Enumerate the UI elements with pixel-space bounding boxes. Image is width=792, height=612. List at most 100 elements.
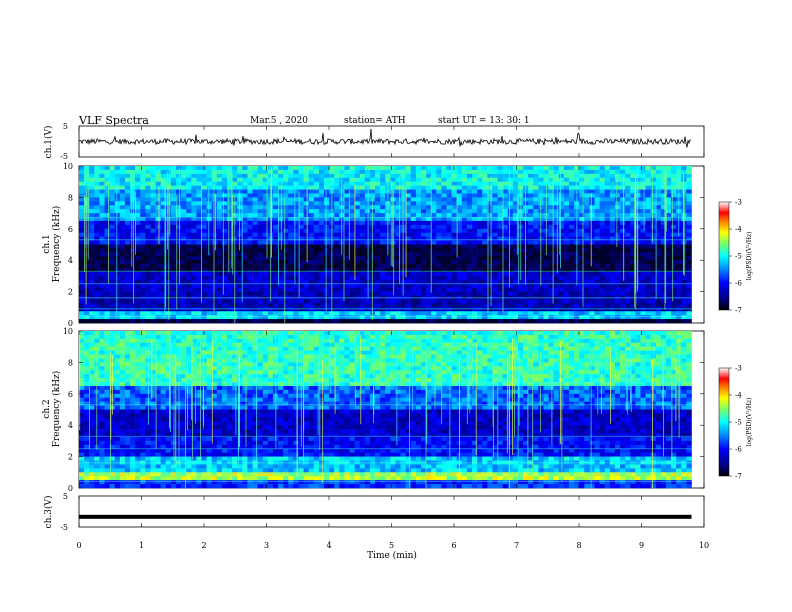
- spectrogram-cell: [283, 283, 289, 288]
- spectrogram-cell: [492, 193, 498, 198]
- spectrogram-cell: [645, 197, 651, 202]
- spectrogram-cell: [130, 177, 136, 182]
- spectrogram-cell: [650, 291, 657, 296]
- spectrogram-cell: [329, 169, 335, 175]
- spectrogram-cell: [318, 331, 325, 336]
- spectrogram-cell: [395, 232, 401, 237]
- spectrogram-cell: [395, 189, 401, 194]
- spectrogram-cell: [221, 252, 228, 257]
- spectrogram-cell: [186, 260, 192, 265]
- spectrogram-cell: [150, 193, 156, 198]
- spectrogram-cell: [665, 275, 672, 281]
- spectrogram-cell: [252, 299, 258, 304]
- spectrogram-cell: [563, 185, 570, 190]
- spectrogram-cell: [436, 244, 442, 249]
- spectrogram-cell: [221, 319, 228, 324]
- spectrogram-cell: [665, 248, 672, 253]
- spectrogram-cell: [94, 181, 100, 186]
- spectrogram-cell: [114, 228, 121, 234]
- spectrogram-cell: [359, 271, 366, 277]
- spectrogram-cell: [543, 181, 549, 186]
- spectrogram-cell: [686, 307, 692, 312]
- spectrogram-cell: [609, 287, 616, 292]
- spectrogram-cell: [528, 319, 534, 324]
- spectrogram-cell: [221, 303, 228, 308]
- spectrogram-cell: [237, 260, 243, 265]
- spectrogram-cell: [155, 256, 161, 261]
- spectrogram-cell: [385, 311, 391, 316]
- spectrogram-cell: [614, 213, 621, 218]
- spectrogram-cell: [79, 240, 85, 245]
- spectrogram-cell: [436, 299, 442, 304]
- spectrogram-cell: [671, 279, 677, 285]
- spectrogram-cell: [502, 275, 509, 281]
- spectrogram-cell: [451, 279, 457, 285]
- spectrogram-cell: [589, 303, 595, 308]
- spectrogram-cell: [456, 291, 463, 296]
- spectrogram-cell: [681, 315, 687, 320]
- spectrogram-cell: [303, 319, 309, 324]
- spectrogram-cell: [507, 256, 514, 261]
- spectrogram-cell: [594, 213, 600, 218]
- spectrogram-cell: [257, 169, 264, 175]
- spectrogram-cell: [655, 319, 662, 324]
- spectrogram-cell: [671, 181, 677, 186]
- spectrogram-cell: [640, 224, 646, 230]
- spectrogram-cell: [308, 299, 315, 304]
- spectrogram-cell: [507, 283, 514, 288]
- spectrogram-cell: [308, 209, 315, 214]
- spectrogram-cell: [79, 311, 85, 316]
- spectrogram-cell: [426, 173, 432, 179]
- spectrogram-cell: [89, 166, 95, 171]
- spectrogram-cell: [114, 181, 121, 186]
- spectrogram-cell: [436, 193, 442, 198]
- spectrogram-cell: [175, 311, 182, 316]
- spectrogram-cell: [257, 197, 264, 202]
- spectrogram-cell: [640, 268, 646, 273]
- spectrogram-cell: [318, 287, 325, 292]
- spectrogram-cell: [242, 177, 248, 182]
- spectrogram-cell: [512, 209, 519, 214]
- spectrogram-cell: [599, 252, 606, 257]
- spectrogram-cell: [563, 283, 570, 288]
- spectrogram-cell: [252, 256, 258, 261]
- spectrogram-cell: [569, 291, 575, 296]
- spectrogram-cell: [405, 244, 412, 249]
- spectrogram-cell: [114, 303, 121, 308]
- spectrogram-cell: [558, 197, 565, 202]
- spectrogram-cell: [482, 287, 488, 292]
- spectrogram-cell: [497, 232, 503, 237]
- spectrogram-cell: [558, 217, 565, 222]
- spectrogram-cell: [390, 166, 396, 171]
- spectrogram-cell: [237, 256, 243, 261]
- spectrogram-cell: [247, 291, 253, 296]
- spectrogram-cell: [160, 299, 167, 304]
- spectrogram-cell: [630, 291, 636, 296]
- spectrogram-cell: [272, 319, 279, 324]
- spectrogram-cell: [84, 287, 90, 292]
- spectrogram-cell: [84, 283, 90, 288]
- spectrogram-cell: [431, 197, 437, 202]
- spectrogram-cell: [410, 205, 417, 210]
- spectrogram-cell: [497, 283, 503, 288]
- spectrogram-cell: [89, 256, 95, 261]
- spectrogram-cell: [119, 228, 126, 234]
- spectrogram-cell: [257, 213, 264, 218]
- spectrogram-cell: [375, 248, 381, 253]
- spectrogram-cell: [79, 197, 85, 202]
- spectrogram-cell: [497, 185, 503, 190]
- spectrogram-cell: [426, 279, 432, 285]
- spectrogram-cell: [257, 232, 264, 237]
- spectrogram-cell: [645, 240, 651, 245]
- spectrogram-cell: [446, 197, 452, 202]
- spectrogram-cell: [303, 213, 309, 218]
- spectrogram-cell: [278, 311, 284, 316]
- spectrogram-cell: [344, 181, 350, 186]
- spectrogram-cell: [318, 244, 325, 249]
- spectrogram-cell: [237, 331, 243, 336]
- spectrogram-cell: [191, 232, 197, 237]
- spectrogram-cell: [124, 193, 131, 198]
- spectrogram-cell: [206, 279, 212, 285]
- spectrogram-cell: [538, 181, 544, 186]
- spectrogram-cell: [272, 283, 279, 288]
